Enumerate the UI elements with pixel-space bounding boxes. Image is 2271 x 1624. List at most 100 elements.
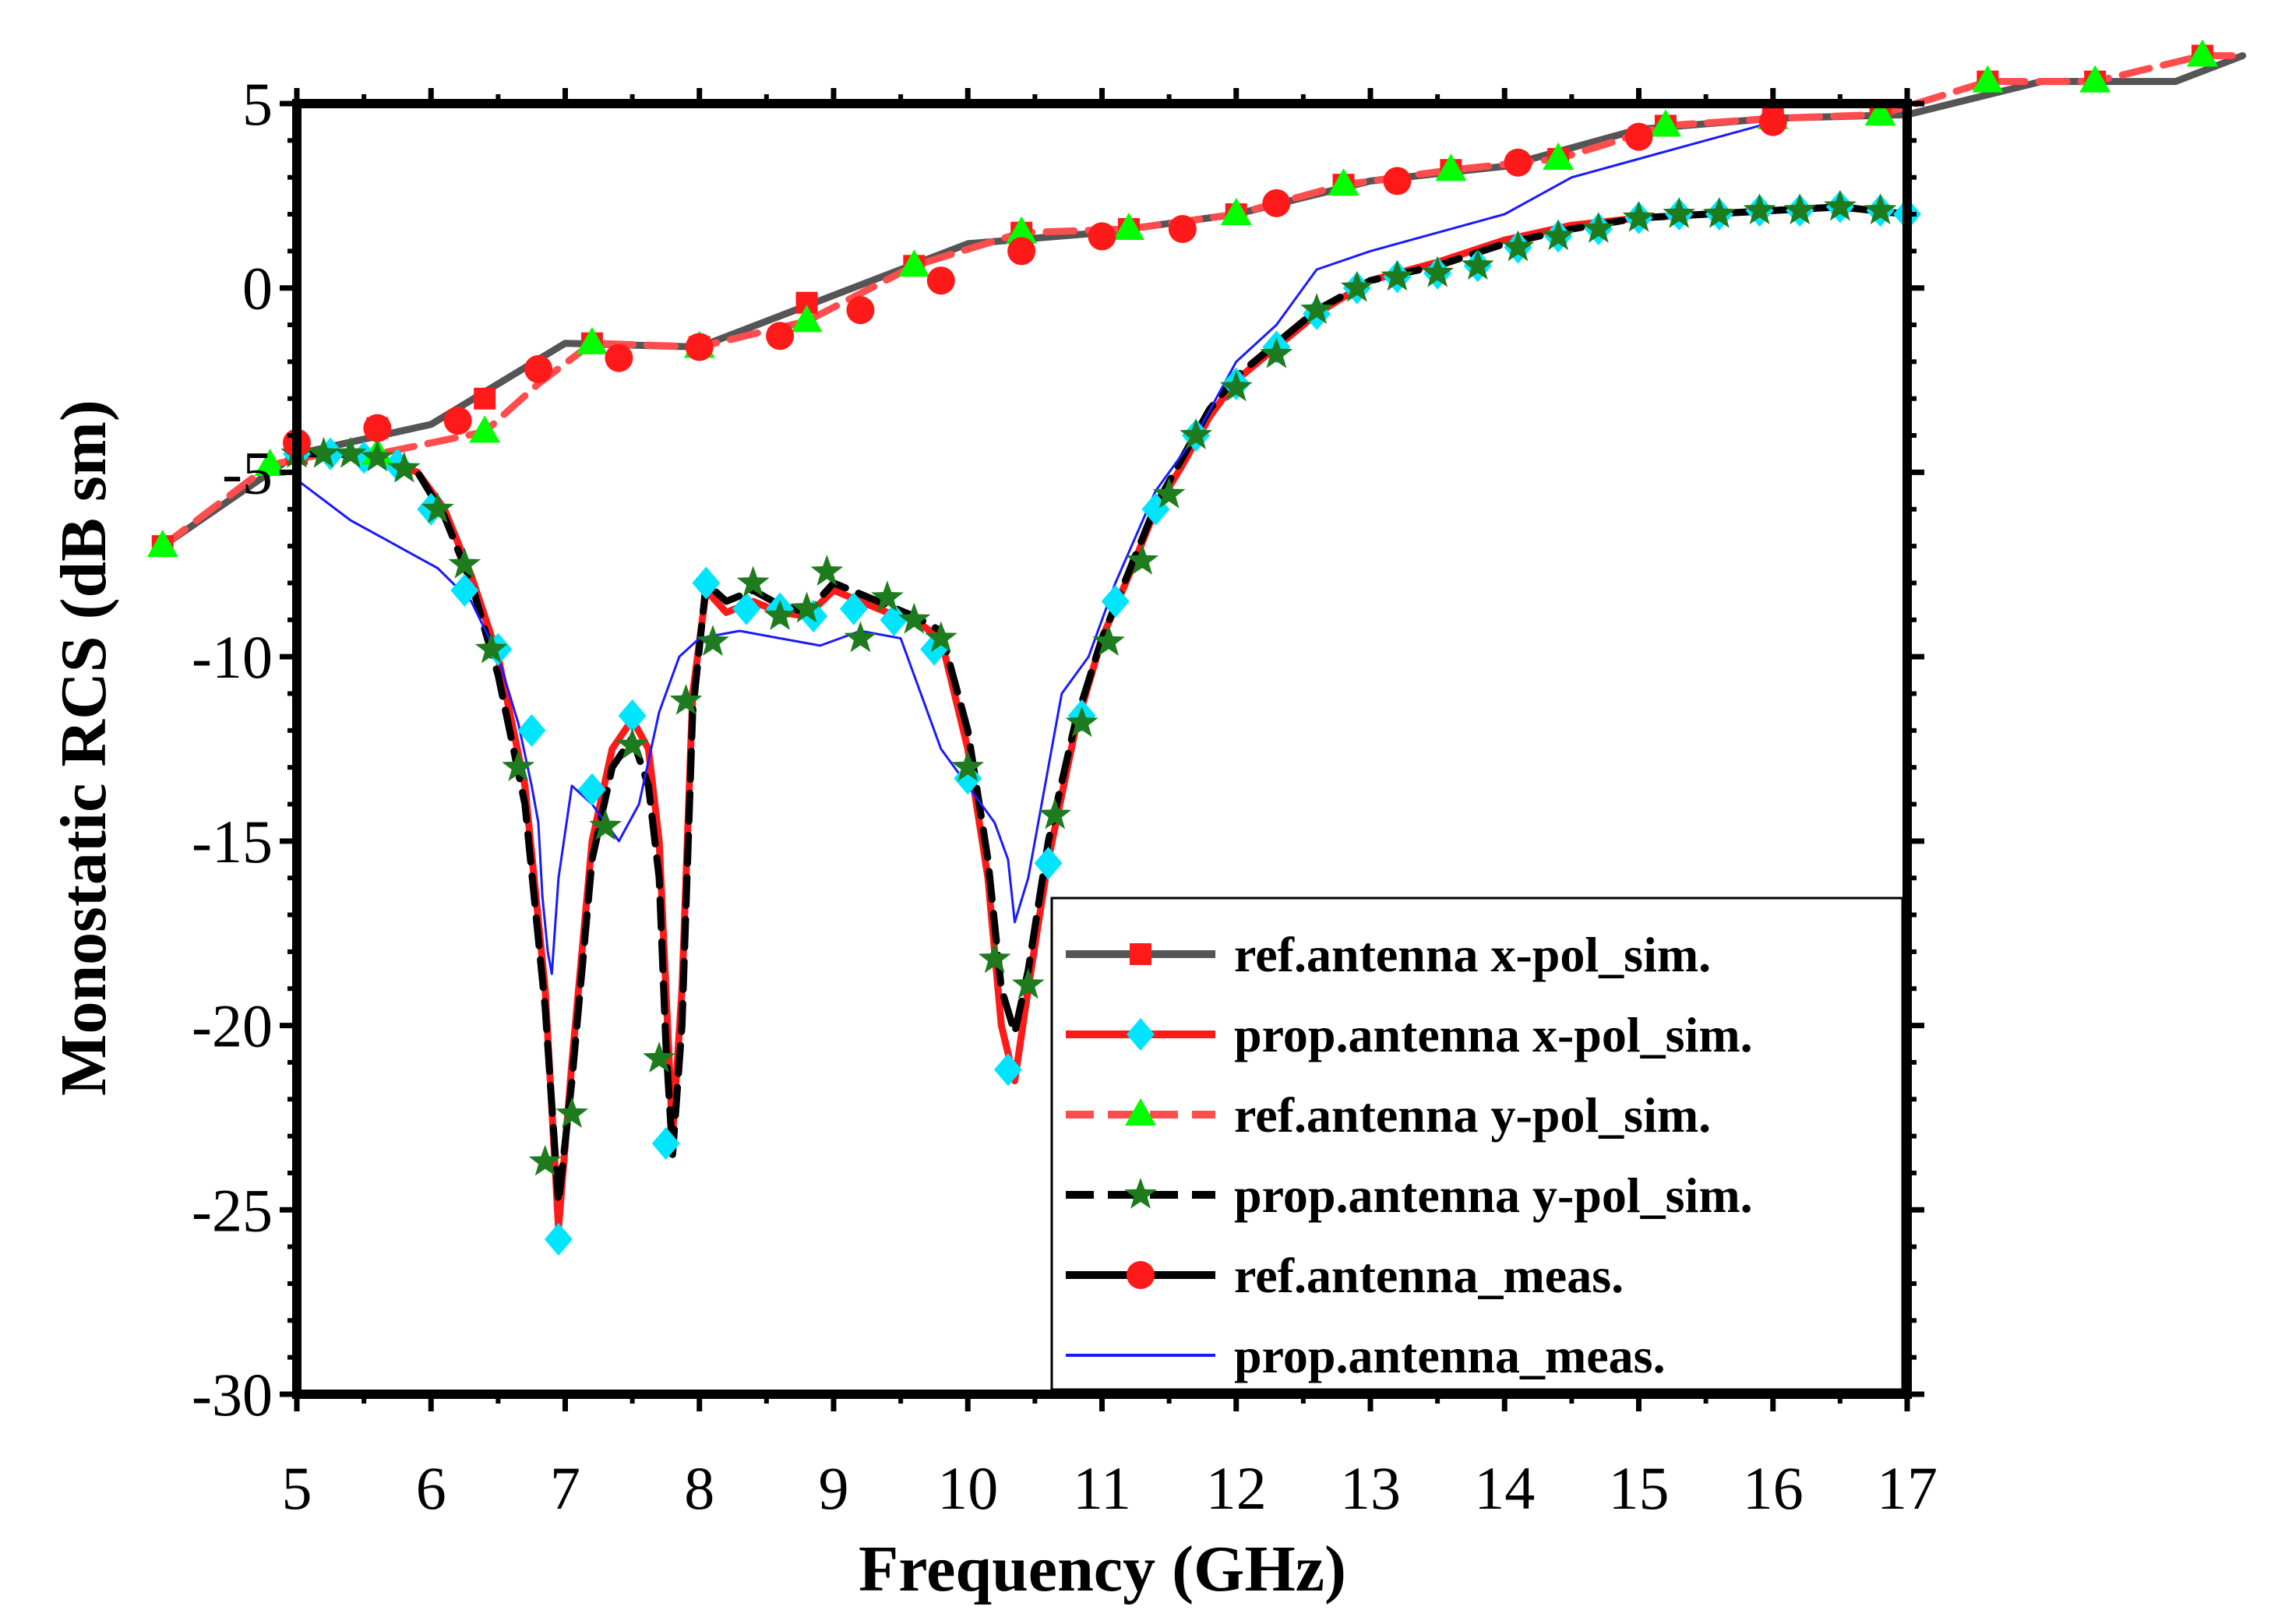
x-tick-label: 8: [684, 1454, 714, 1522]
marker-prop-antenna-y-pol-sim: [1501, 230, 1535, 262]
marker-prop-antenna-y-pol-sim: [1065, 706, 1098, 738]
tick-layer: [280, 88, 1924, 1411]
x-tick-labels: 5 6 7 8 9 10 11 12 13 14 15 16 17: [282, 1454, 1938, 1522]
marker-ref-antenna-y-pol-sim: [576, 326, 608, 354]
marker-ref-antenna-y-pol-sim: [1543, 143, 1575, 171]
marker-prop-antenna-y-pol-sim: [1260, 336, 1293, 368]
marker-ref-antenna-meas: [766, 322, 795, 351]
marker-prop-antenna-y-pol-sim: [1126, 544, 1159, 575]
legend-box: [1050, 897, 1904, 1391]
marker-prop-antenna-y-pol-sim: [1300, 293, 1333, 324]
marker-ref-antenna-y-pol-sim: [1972, 65, 2004, 93]
marker-ref-antenna-meas: [443, 407, 472, 435]
marker-prop-antenna-y-pol-sim: [924, 621, 957, 653]
marker-prop-antenna-x-pol-sim: [954, 762, 982, 795]
marker-ref-antenna-y-pol-sim: [1006, 216, 1038, 244]
marker-prop-antenna-y-pol-sim: [790, 591, 823, 623]
x-tick-label: 5: [282, 1454, 312, 1522]
y-tick-label: 0: [242, 255, 273, 322]
x-tick-label: 12: [1206, 1454, 1267, 1522]
x-tick-label: 9: [819, 1454, 849, 1522]
marker-prop-antenna-y-pol-sim: [615, 727, 649, 759]
marker-ref-antenna-meas: [1383, 167, 1412, 196]
legend-marker-ref-antenna-y-pol-sim: [1125, 1098, 1156, 1126]
marker-prop-antenna-x-pol-sim: [1101, 585, 1130, 618]
marker-prop-antenna-x-pol-sim: [517, 713, 546, 747]
legend-marker-ref-antenna-meas: [1127, 1261, 1155, 1289]
legend-label-ref-antenna-x-pol-sim: ref.antenna x-pol_sim.: [1234, 927, 1711, 982]
marker-prop-antenna-y-pol-sim: [643, 1041, 675, 1073]
x-tick-label: 11: [1073, 1454, 1131, 1522]
marker-prop-antenna-y-pol-sim: [421, 491, 454, 523]
marker-prop-antenna-y-pol-sim: [1864, 193, 1897, 225]
marker-prop-antenna-x-pol-sim: [577, 773, 606, 806]
marker-prop-antenna-x-pol-sim: [732, 592, 761, 625]
legend-label-ref-antenna-y-pol-sim: ref.antenna y-pol_sim.: [1234, 1087, 1711, 1143]
marker-prop-antenna-x-pol-sim: [651, 1127, 680, 1161]
marker-prop-antenna-x-pol-sim: [692, 566, 721, 600]
marker-prop-antenna-y-pol-sim: [897, 602, 931, 634]
marker-prop-antenna-x-pol-sim: [993, 1053, 1022, 1087]
marker-prop-antenna-y-pol-sim: [1622, 200, 1656, 232]
marker-prop-antenna-y-pol-sim: [844, 621, 877, 653]
marker-ref-antenna-y-pol-sim: [2186, 39, 2218, 67]
marker-ref-antenna-y-pol-sim: [1864, 98, 1896, 126]
series-line-prop-antenna-meas: [295, 121, 1775, 975]
series-line-ref-antenna-y-pol-sim: [159, 52, 2247, 550]
marker-prop-antenna-y-pol-sim: [1092, 625, 1125, 656]
marker-ref-antenna-meas: [1504, 148, 1532, 177]
marker-ref-antenna-meas: [363, 414, 392, 442]
marker-ref-antenna-y-pol-sim: [1435, 153, 1467, 181]
marker-ref-antenna-meas: [685, 333, 714, 361]
marker-ref-antenna-meas: [1758, 107, 1787, 136]
legend-label-prop-antenna-meas: prop.antenna_meas.: [1234, 1328, 1666, 1383]
y-tick-labels: -30 -25 -20 -15 -10 -5 0 5: [192, 70, 273, 1428]
marker-ref-antenna-y-pol-sim: [254, 448, 286, 476]
marker-prop-antenna-y-pol-sim: [1702, 197, 1736, 228]
y-tick-label: -30: [192, 1361, 273, 1428]
marker-prop-antenna-y-pol-sim: [1582, 212, 1615, 243]
marker-prop-antenna-y-pol-sim: [1783, 193, 1817, 225]
marker-ref-antenna-y-pol-sim: [898, 249, 930, 277]
marker-ref-antenna-meas: [605, 343, 633, 372]
marker-ref-antenna-y-pol-sim: [2079, 65, 2111, 93]
marker-prop-antenna-y-pol-sim: [589, 808, 622, 840]
marker-ref-antenna-y-pol-sim: [1220, 198, 1252, 226]
marker-prop-antenna-y-pol-sim: [810, 555, 844, 587]
marker-ref-antenna-meas: [846, 296, 875, 325]
x-tick-label: 17: [1877, 1454, 1938, 1522]
marker-prop-antenna-y-pol-sim: [871, 580, 904, 612]
x-tick-label: 10: [937, 1454, 998, 1522]
marker-prop-antenna-y-pol-sim: [1180, 418, 1212, 449]
marker-prop-antenna-y-pol-sim: [1461, 248, 1494, 280]
marker-prop-antenna-y-pol-sim: [307, 436, 340, 468]
y-tick-label: -25: [192, 1176, 273, 1244]
marker-prop-antenna-y-pol-sim: [1152, 477, 1186, 509]
x-axis-title: Frequency (GHz): [859, 1533, 1346, 1605]
marker-prop-antenna-y-pol-sim: [978, 942, 1011, 974]
marker-prop-antenna-y-pol-sim: [1743, 193, 1776, 225]
marker-prop-antenna-y-pol-sim: [334, 436, 367, 468]
marker-ref-antenna-meas: [1088, 222, 1116, 251]
y-tick-label: 5: [242, 70, 273, 138]
x-tick-label: 13: [1340, 1454, 1401, 1522]
marker-prop-antenna-y-pol-sim: [1340, 270, 1374, 302]
marker-prop-antenna-x-pol-sim: [1034, 847, 1063, 880]
marker-prop-antenna-y-pol-sim: [474, 632, 508, 664]
marker-ref-antenna-meas: [1624, 122, 1653, 151]
marker-prop-antenna-y-pol-sim: [669, 684, 703, 715]
marker-prop-antenna-x-pol-sim: [544, 1223, 573, 1256]
marker-prop-antenna-y-pol-sim: [1663, 197, 1696, 228]
marker-prop-antenna-y-pol-sim: [763, 599, 796, 630]
x-tick-label: 6: [416, 1454, 446, 1522]
marker-ref-antenna-meas: [926, 266, 955, 295]
legend: ref.antenna x-pol_sim. prop.antenna x-pol…: [1050, 897, 1904, 1391]
x-tick-label: 14: [1474, 1454, 1535, 1522]
x-tick-label: 7: [550, 1454, 580, 1522]
marker-ref-antenna-y-pol-sim: [146, 530, 178, 558]
marker-prop-antenna-y-pol-sim: [736, 565, 770, 597]
marker-ref-antenna-y-pol-sim: [1328, 168, 1359, 196]
marker-prop-antenna-y-pol-sim: [528, 1144, 562, 1176]
marker-prop-antenna-x-pol-sim: [450, 573, 479, 607]
